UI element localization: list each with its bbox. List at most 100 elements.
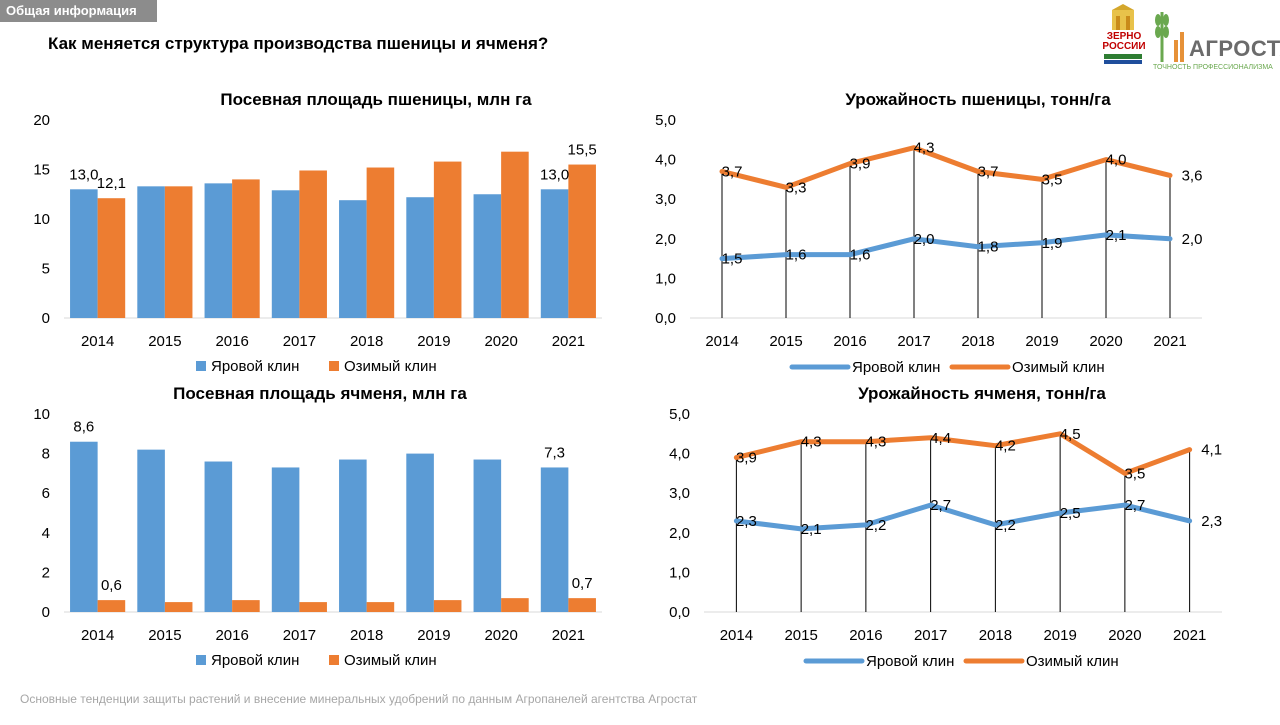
legend-item-winter: Озимый клин xyxy=(963,653,1119,670)
x-tick-label: 2017 xyxy=(283,627,316,644)
data-label: 3,6 xyxy=(1182,167,1203,184)
data-label: 13,0 xyxy=(540,166,569,183)
data-label: 4,1 xyxy=(1201,442,1222,459)
bar-2020-winter xyxy=(501,598,529,612)
y-tick-label: 6 xyxy=(42,485,50,502)
x-tick-label: 2020 xyxy=(484,627,517,644)
bar-2015-winter xyxy=(164,186,193,318)
x-tick-label: 2020 xyxy=(1089,333,1122,350)
bar-2016-winter xyxy=(232,179,260,318)
bar-2017-winter xyxy=(299,602,327,612)
y-tick-label: 10 xyxy=(33,211,50,228)
legend-label: Озимый клин xyxy=(344,652,437,669)
barley-yield-svg: Урожайность ячменя, тонн/га 0,0 1,0 2,0 3,0 4… xyxy=(669,384,1222,670)
bar-2014-winter xyxy=(97,600,126,612)
x-tick-label: 2019 xyxy=(417,333,450,350)
legend-label: Озимый клин xyxy=(1026,653,1119,670)
x-tick-label: 2015 xyxy=(148,627,181,644)
data-label: 2,0 xyxy=(1182,231,1203,248)
y-tick-label: 10 xyxy=(33,406,50,423)
bar-2015-spring xyxy=(137,186,165,318)
bar-2020-winter xyxy=(501,151,529,318)
chart-title: Посевная площадь ячменя, млн га xyxy=(173,384,467,403)
x-tick-label: 2019 xyxy=(1025,333,1058,350)
data-label: 12,1 xyxy=(97,175,126,192)
data-label: 2,3 xyxy=(1201,513,1222,530)
x-tick-label: 2015 xyxy=(148,333,181,350)
agrostat-logo: АГРОСТАТ ТОЧНОСТЬ ПРОФЕССИОНАЛИЗМА xyxy=(1152,6,1280,72)
data-label: 3,5 xyxy=(1042,171,1063,188)
x-tick-label: 2017 xyxy=(897,333,930,350)
x-tick-label: 2020 xyxy=(1108,627,1141,644)
data-label: 4,4 xyxy=(930,430,951,447)
agrostat-logo-tagline: ТОЧНОСТЬ ПРОФЕССИОНАЛИЗМА xyxy=(1153,64,1273,71)
x-tick-label: 2021 xyxy=(552,333,585,350)
legend-item-winter: Озимый клин xyxy=(329,652,437,669)
x-tick-label: 2017 xyxy=(283,333,316,350)
wheat-yield-svg: Урожайность пшеницы, тонн/га 0,0 1,0 2,0 3,0… xyxy=(655,90,1203,376)
agrostat-logo-name: АГРОСТАТ xyxy=(1189,36,1280,61)
data-label: 4,0 xyxy=(1106,152,1127,169)
data-label: 2,0 xyxy=(914,231,935,248)
zerno-logo-text: ЗЕРНО РОССИИ xyxy=(1102,31,1146,52)
y-tick-label: 5,0 xyxy=(655,112,676,129)
y-tick-label: 1,0 xyxy=(655,270,676,287)
legend-item-spring: Яровой клин xyxy=(196,652,299,669)
data-label: 8,6 xyxy=(73,419,94,436)
chart-title: Посевная площадь пшеницы, млн га xyxy=(220,90,532,109)
legend-swatch xyxy=(196,655,206,665)
y-tick-label: 0,0 xyxy=(669,604,690,621)
x-tick-label: 2021 xyxy=(552,627,585,644)
data-label: 4,3 xyxy=(865,434,886,451)
legend-label: Озимый клин xyxy=(1012,359,1105,376)
legend-item-winter: Озимый клин xyxy=(949,359,1105,376)
bar-2021-winter xyxy=(568,598,596,612)
zerno-rossii-logo: ЗЕРНО РОССИИ xyxy=(1098,4,1148,66)
legend-label: Яровой клин xyxy=(852,359,940,376)
bar-2019-spring xyxy=(406,453,434,612)
legend-label: Яровой клин xyxy=(211,652,299,669)
x-tick-label: 2014 xyxy=(81,333,114,350)
data-label: 0,7 xyxy=(572,575,593,592)
bar-2017-winter xyxy=(299,170,327,318)
legend-label: Озимый клин xyxy=(344,358,437,375)
bar-2018-winter xyxy=(366,602,395,612)
bar-2021-winter xyxy=(568,164,596,318)
data-label: 3,9 xyxy=(850,156,871,173)
y-tick-label: 5,0 xyxy=(669,406,690,423)
y-tick-label: 1,0 xyxy=(669,564,690,581)
bar-2015-winter xyxy=(164,602,193,612)
wheat-area-chart: Посевная площадь пшеницы, млн га 0 5 10 15 20… xyxy=(20,84,620,384)
data-label: 2,7 xyxy=(1124,497,1145,514)
legend-item-winter: Озимый клин xyxy=(329,358,437,375)
y-tick-label: 2,0 xyxy=(655,231,676,248)
x-tick-label: 2014 xyxy=(705,333,738,350)
chart-title: Урожайность ячменя, тонн/га xyxy=(858,384,1106,403)
data-label: 3,9 xyxy=(736,450,757,467)
bar-2020-spring xyxy=(473,194,502,318)
data-label: 2,1 xyxy=(1106,227,1127,244)
x-tick-label: 2018 xyxy=(350,333,383,350)
y-tick-label: 3,0 xyxy=(669,485,690,502)
bar-2014-spring xyxy=(70,441,98,612)
data-label: 1,5 xyxy=(722,251,743,268)
bar-2019-spring xyxy=(406,197,434,318)
bar-2016-spring xyxy=(204,461,233,612)
barley-area-svg: Посевная площадь ячменя, млн га 0 2 4 6 8 10 20… xyxy=(33,384,602,669)
x-tick-label: 2021 xyxy=(1173,627,1206,644)
data-label: 2,2 xyxy=(995,517,1016,534)
y-tick-label: 15 xyxy=(33,162,50,179)
x-tick-label: 2017 xyxy=(914,627,947,644)
footer-note: Основные тенденции защиты растений и вне… xyxy=(20,692,698,706)
bar-2018-winter xyxy=(366,167,395,318)
data-label: 0,6 xyxy=(101,577,122,594)
data-label: 4,5 xyxy=(1060,426,1081,443)
wheat-yield-chart: Урожайность пшеницы, тонн/га 0,0 1,0 2,0 3,0… xyxy=(640,84,1270,384)
barley-area-chart: Посевная площадь ячменя, млн га 0 2 4 6 8 10 20… xyxy=(20,378,620,678)
data-label: 2,5 xyxy=(1060,505,1081,522)
data-label: 1,9 xyxy=(1042,235,1063,252)
bar-2018-spring xyxy=(339,200,367,318)
x-tick-label: 2018 xyxy=(350,627,383,644)
legend-item-spring: Яровой клин xyxy=(789,359,940,376)
data-label: 2,1 xyxy=(801,521,822,538)
